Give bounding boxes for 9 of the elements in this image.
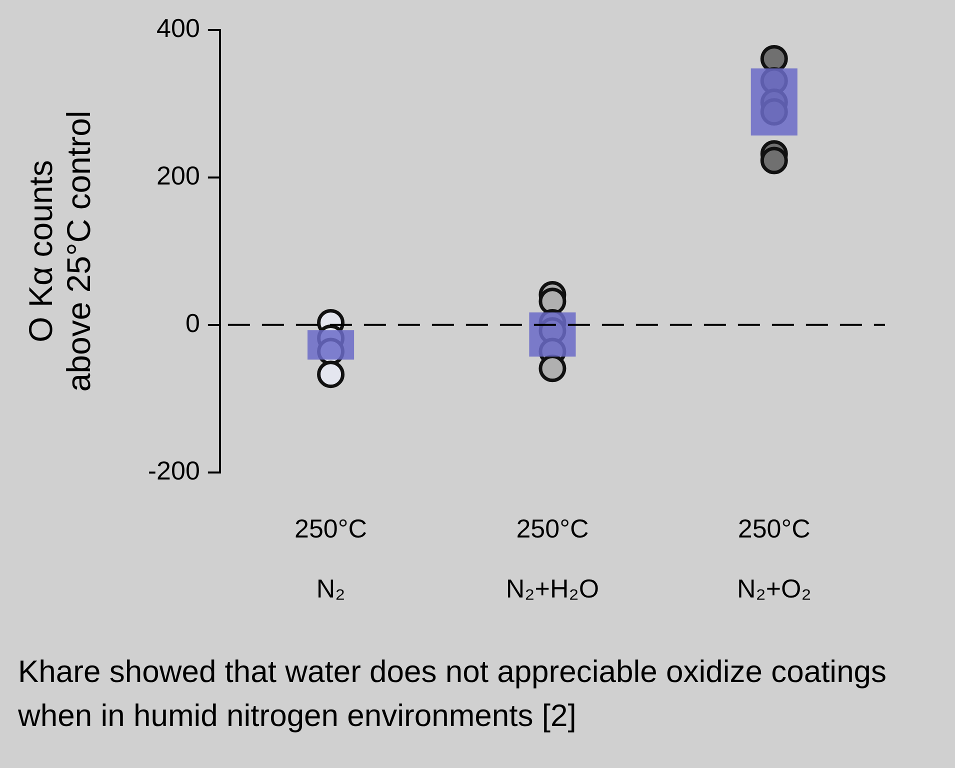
y-tick-label: 200 xyxy=(156,160,200,191)
y-tick-label: -200 xyxy=(148,456,200,486)
y-axis-title: O Kα counts above 25°C control xyxy=(22,110,98,392)
y-tick-label: 0 xyxy=(185,308,200,338)
text: Khare showed that water does not appreciable oxidize coatings when in humid nitrogen environments [2] xyxy=(18,653,888,735)
x-tick-label: 250°C N₂ xyxy=(294,513,368,604)
x-tick-label: 250°C N₂+H₂O xyxy=(506,513,600,604)
y-tick-label: 400 xyxy=(156,13,200,44)
x-tick-label: 250°C N₂+O₂ xyxy=(736,513,812,604)
